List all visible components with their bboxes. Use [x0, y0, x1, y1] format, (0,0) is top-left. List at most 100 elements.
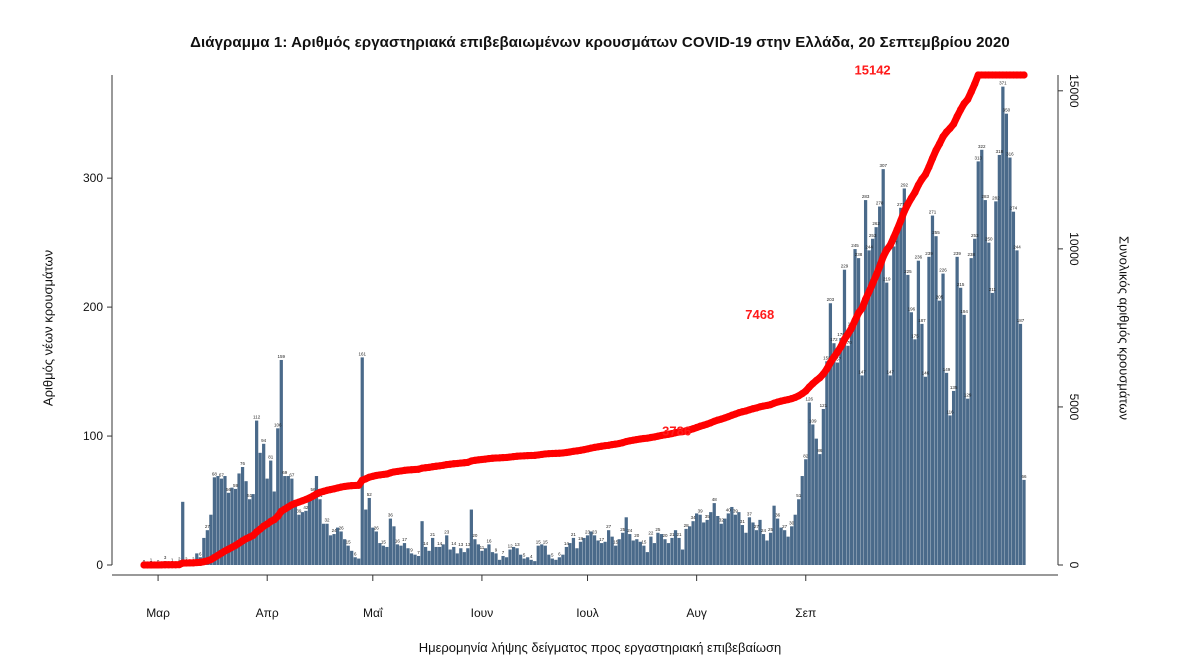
bar	[1004, 113, 1009, 566]
bar	[860, 375, 864, 565]
bar-value-label: 27	[606, 524, 612, 529]
bar	[772, 505, 776, 565]
x-tick-label: Αυγ	[686, 606, 707, 620]
bar	[744, 532, 748, 565]
line-point	[274, 512, 282, 520]
bar	[955, 256, 959, 565]
bar-value-label: 17	[599, 537, 605, 542]
line-point	[858, 304, 866, 312]
bar-value-label: 26	[374, 525, 380, 530]
line-point	[897, 216, 905, 225]
bar	[923, 376, 928, 565]
bar-value-label: 39	[733, 509, 739, 514]
bar-value-label: 129	[964, 393, 972, 398]
bar	[536, 545, 540, 565]
line-point	[851, 316, 859, 325]
bar	[321, 523, 326, 565]
bar	[276, 428, 280, 565]
bar	[209, 514, 213, 565]
bar-value-label: 6	[354, 551, 357, 556]
bar	[941, 273, 945, 565]
bar	[691, 521, 695, 565]
y-right-tick-label: 15000	[1067, 74, 1081, 108]
bar	[765, 540, 769, 565]
bar-value-label: 81	[268, 455, 274, 460]
bar	[603, 541, 607, 565]
bar-value-label: 66	[1021, 474, 1027, 479]
bar-value-label: 226	[939, 268, 947, 273]
bar	[490, 552, 495, 565]
bar	[402, 543, 407, 565]
bar	[990, 292, 994, 565]
bar	[821, 408, 825, 565]
bar-value-label: 2	[185, 556, 188, 561]
bar-value-label: 15	[536, 540, 542, 545]
line-point	[826, 358, 835, 367]
bar	[783, 530, 787, 565]
bar-value-label: 76	[240, 461, 246, 466]
bar-value-label: 59	[233, 483, 239, 488]
bar	[962, 314, 966, 565]
line-point	[869, 279, 877, 288]
bar	[230, 487, 234, 565]
y-left-tick-label: 100	[83, 429, 103, 443]
bar	[846, 345, 850, 565]
bar	[297, 514, 301, 565]
bar	[462, 552, 466, 565]
bar	[547, 554, 551, 565]
bar	[599, 543, 604, 565]
bar-value-label: 274	[1010, 206, 1018, 211]
line-point	[876, 262, 884, 271]
bar-value-label: 94	[261, 438, 267, 443]
bar	[793, 514, 797, 565]
bar	[508, 549, 512, 565]
bar	[251, 494, 255, 565]
bar	[455, 553, 459, 565]
bar	[842, 269, 847, 565]
bar	[768, 532, 773, 565]
bar	[814, 438, 818, 565]
bar-value-label: 3	[164, 555, 167, 560]
bar-value-label: 2	[192, 556, 195, 561]
bar	[258, 452, 262, 565]
bar	[575, 548, 579, 565]
bar	[828, 303, 833, 565]
bar	[716, 516, 720, 565]
bar-value-label: 17	[402, 537, 408, 542]
bar	[885, 282, 889, 565]
bar	[930, 215, 935, 566]
line-point	[950, 120, 958, 128]
bar-value-label: 159	[278, 354, 286, 359]
bar	[797, 499, 801, 565]
bar	[621, 532, 625, 565]
bar-value-label: 371	[999, 81, 1007, 86]
bar	[434, 546, 438, 565]
bar	[223, 476, 227, 565]
bar	[645, 552, 649, 565]
bar	[807, 402, 811, 565]
bar	[279, 359, 283, 565]
bar	[610, 536, 614, 565]
line-point	[914, 181, 923, 189]
bar	[367, 497, 371, 565]
bar-value-label: 9	[410, 547, 413, 552]
bar-value-label: 27	[754, 524, 760, 529]
bar	[543, 545, 547, 565]
bar	[927, 256, 931, 565]
bar	[497, 559, 502, 565]
bar-value-label: 24	[761, 528, 767, 533]
bar	[652, 543, 657, 565]
bar-value-label: 24	[332, 528, 338, 533]
line-point	[967, 88, 975, 96]
bar	[863, 200, 868, 565]
bar	[459, 548, 463, 565]
line-point	[819, 370, 827, 378]
bar	[473, 539, 477, 565]
x-axis-label: Ημερομηνία λήψης δείγματος προς εργαστηρ…	[418, 640, 782, 655]
bar	[944, 372, 949, 565]
bar-value-label: 5	[551, 553, 554, 558]
bar	[328, 535, 333, 565]
bar	[568, 543, 572, 565]
x-tick-label: Μαρ	[146, 606, 170, 620]
bar	[441, 544, 445, 565]
